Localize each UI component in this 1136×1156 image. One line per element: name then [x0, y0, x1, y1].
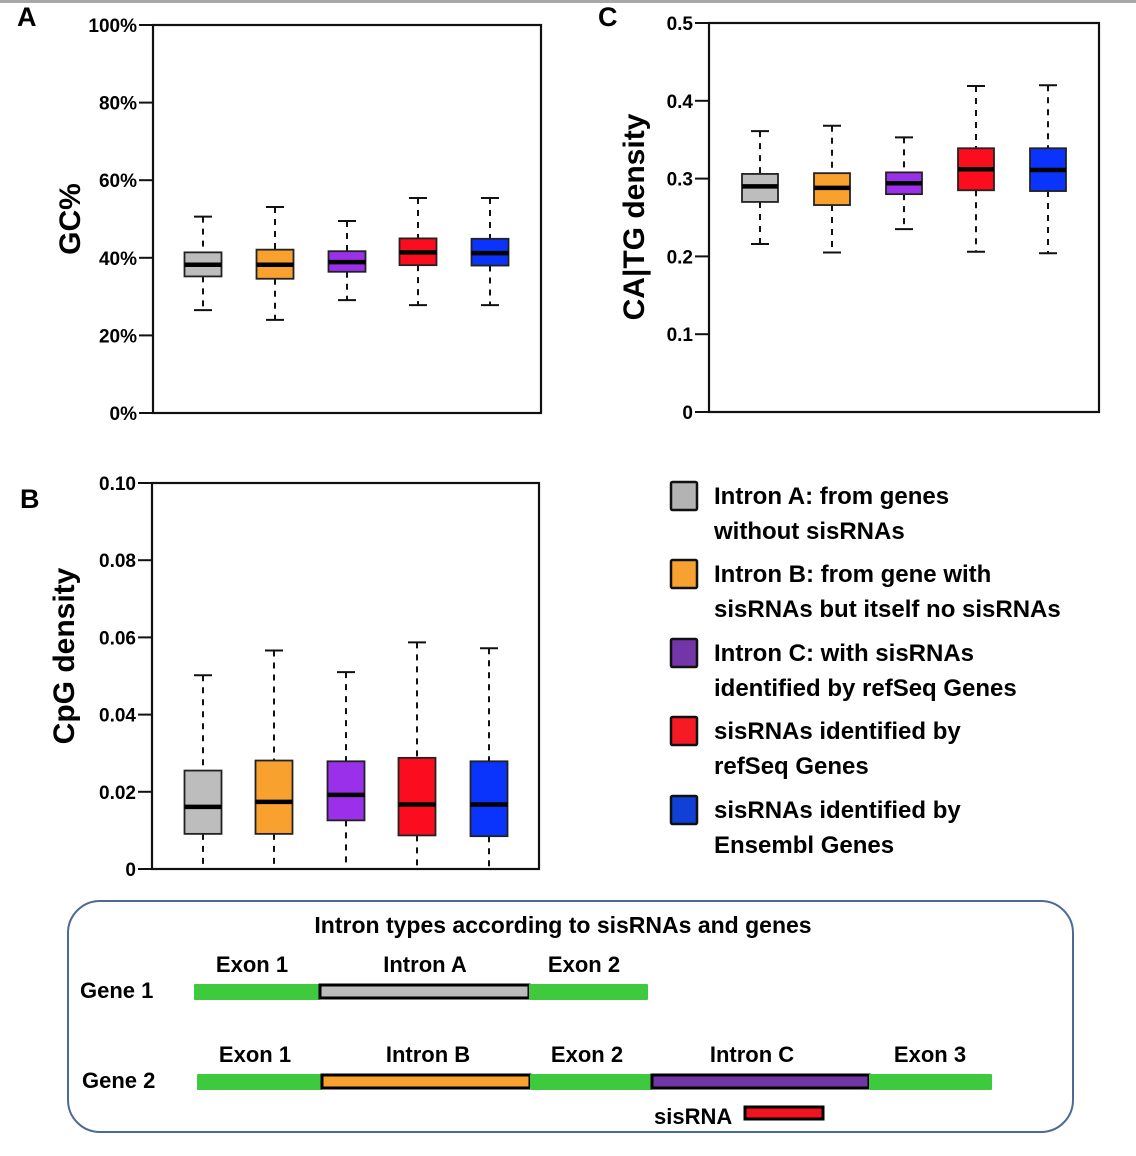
- segment-label: Exon 3: [894, 1042, 966, 1067]
- y-tick-label: 0.5: [667, 14, 694, 35]
- intron-bar: [318, 983, 531, 1000]
- sisrna-label: sisRNA: [654, 1104, 732, 1129]
- box-sisEnsembl: [469, 647, 509, 869]
- intron-bar: [320, 1073, 532, 1090]
- y-tick-label: 0.1: [667, 325, 694, 346]
- diagram-frame: [67, 900, 1074, 1133]
- legend-label: Intron B: from gene with: [714, 561, 991, 588]
- legend-swatch: [669, 558, 699, 590]
- panel-a-gc-content: 0% 20% 40% 60% 80% 100% GC%: [54, 16, 543, 425]
- y-tick-label: 0.2: [667, 247, 693, 268]
- legend-label: sisRNAs but itself no sisRNAs: [714, 596, 1061, 623]
- y-tick-label: 80%: [99, 94, 137, 115]
- legend-label: Intron A: from genes: [714, 483, 949, 510]
- box-intronA: [741, 130, 779, 245]
- panel-b-cpg-density: 0 0.02 0.04 0.06 0.08 0.10 CpG density: [48, 474, 541, 881]
- box-intronB: [813, 124, 851, 254]
- y-tick-label: 0.02: [99, 783, 136, 804]
- panel-letter-c: C: [598, 2, 618, 32]
- y-tick-label: 0.3: [667, 170, 693, 191]
- intron-diagram: Intron types according to sisRNAs and ge…: [67, 900, 1074, 1133]
- y-tick-label: 0.08: [99, 551, 136, 572]
- box-intronC: [327, 219, 367, 302]
- exon-bar: [869, 1074, 992, 1090]
- segment-label: Exon 1: [216, 952, 288, 977]
- legend-label: Ensembl Genes: [714, 832, 894, 859]
- gene2: Gene 2 Exon 1 Intron B Exon 2 Intron C Exon 3: [82, 1042, 992, 1093]
- iqr-box: [254, 759, 294, 835]
- top-border: [0, 0, 1136, 3]
- diagram-title: Intron types according to sisRNAs and ge…: [314, 912, 811, 938]
- panel-c-catg-density: 0 0.1 0.2 0.3 0.4 0.5 CA|TG density: [618, 14, 1101, 424]
- gene-label: Gene 2: [82, 1068, 155, 1093]
- y-tick-label: 0.06: [99, 628, 136, 649]
- legend-item-intronC: Intron C: with sisRNAs identified by refS…: [669, 637, 1017, 702]
- legend-item-sisRefSeq: sisRNAs identified by refSeq Genes: [669, 715, 961, 780]
- gene-label: Gene 1: [80, 978, 153, 1003]
- box-intronB: [255, 205, 295, 321]
- iqr-box: [397, 756, 437, 837]
- legend-swatch: [669, 715, 699, 747]
- panel-letter-b: B: [20, 484, 40, 514]
- y-tick-label: 60%: [99, 171, 137, 192]
- legend-swatch: [669, 794, 699, 826]
- iqr-box: [183, 769, 223, 835]
- y-tick-label: 0%: [110, 404, 138, 425]
- sisrna-bar: [743, 1105, 825, 1121]
- box-sisEnsembl: [470, 197, 510, 307]
- gene1: Gene 1 Exon 1 Intron A Exon 2: [80, 952, 648, 1003]
- legend-item-intronB: Intron B: from gene with sisRNAs but itse…: [669, 558, 1061, 623]
- y-axis-title: GC%: [54, 183, 87, 255]
- y-tick-label: 0.04: [99, 706, 136, 727]
- y-tick-label: 0.4: [667, 92, 694, 113]
- segment-label: Intron C: [710, 1042, 794, 1067]
- y-tick-label: 20%: [99, 326, 137, 347]
- y-axis-title: CA|TG density: [618, 113, 651, 320]
- iqr-box: [469, 760, 509, 838]
- legend-item-sisEnsembl: sisRNAs identified by Ensembl Genes: [669, 794, 961, 859]
- exon-bar: [197, 1074, 322, 1090]
- sisrna: sisRNA: [654, 1104, 825, 1129]
- exon-bar: [194, 984, 320, 1000]
- y-axis-title: CpG density: [48, 567, 81, 744]
- segment-label: Exon 1: [219, 1042, 291, 1067]
- legend-label: Intron C: with sisRNAs: [714, 640, 974, 667]
- legend-swatch: [669, 480, 699, 512]
- box-intronA: [183, 215, 223, 312]
- intron-bar: [650, 1073, 871, 1090]
- box-sisRefSeq: [398, 197, 438, 307]
- segment-label: Intron B: [386, 1042, 470, 1067]
- box-intronC: [326, 671, 366, 869]
- box-intronC: [885, 136, 923, 231]
- segment-label: Exon 2: [551, 1042, 623, 1067]
- exon-bar: [529, 984, 648, 1000]
- legend-label: sisRNAs identified by: [714, 718, 961, 745]
- y-tick-label: 100%: [88, 16, 137, 37]
- legend-label: sisRNAs identified by: [714, 797, 961, 824]
- legend-swatch: [669, 637, 699, 669]
- y-tick-label: 0: [682, 403, 693, 424]
- plot-frame: [151, 23, 543, 415]
- iqr-box: [326, 760, 366, 822]
- box-sisEnsembl: [1029, 84, 1067, 255]
- box-intronB: [254, 649, 294, 869]
- legend-label: without sisRNAs: [713, 518, 905, 545]
- y-tick-label: 0: [125, 860, 136, 881]
- box-intronA: [183, 674, 223, 869]
- legend-item-intronA: Intron A: from genes without sisRNAs: [669, 480, 949, 545]
- segment-label: Exon 2: [548, 952, 620, 977]
- legend-label: identified by refSeq Genes: [714, 675, 1017, 702]
- exon-bar: [530, 1074, 652, 1090]
- legend-label: refSeq Genes: [714, 753, 869, 780]
- y-tick-label: 0.10: [99, 474, 136, 495]
- segment-label: Intron A: [383, 952, 467, 977]
- y-tick-label: 40%: [99, 249, 137, 270]
- plot-frame: [707, 21, 1101, 414]
- box-sisRefSeq: [397, 641, 437, 869]
- box-sisRefSeq: [957, 85, 995, 253]
- panel-letter-a: A: [17, 2, 37, 32]
